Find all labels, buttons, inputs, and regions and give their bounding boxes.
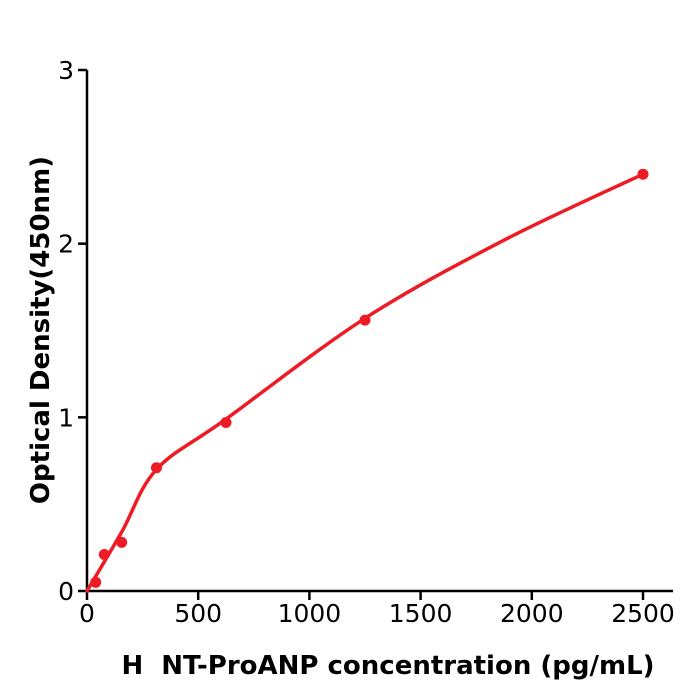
- data-point: [98, 549, 110, 560]
- x-tick-label: 0: [79, 599, 95, 628]
- data-point: [151, 462, 162, 474]
- y-axis-title: Optical Density(450nm): [26, 155, 56, 505]
- y-tick-label: 0: [58, 577, 74, 606]
- fitted-curve: [85, 172, 645, 593]
- x-axis-title: H NT-ProANP concentration (pg/mL): [121, 651, 655, 681]
- y-tick-label: 2: [58, 230, 74, 259]
- data-point: [637, 168, 649, 180]
- data-point: [116, 536, 128, 548]
- y-tick-label: 1: [58, 403, 74, 432]
- axis-spines: [85, 70, 673, 593]
- x-tick-label: 2000: [500, 599, 564, 628]
- x-tick-label: 500: [174, 599, 222, 628]
- x-tick-label: 1500: [389, 599, 453, 628]
- y-tick-label: 3: [58, 56, 74, 85]
- data-point: [220, 417, 232, 428]
- x-tick-label: 2500: [611, 599, 675, 628]
- data-point: [359, 314, 371, 326]
- data-point: [90, 576, 102, 588]
- x-tick-label: 1000: [278, 599, 342, 628]
